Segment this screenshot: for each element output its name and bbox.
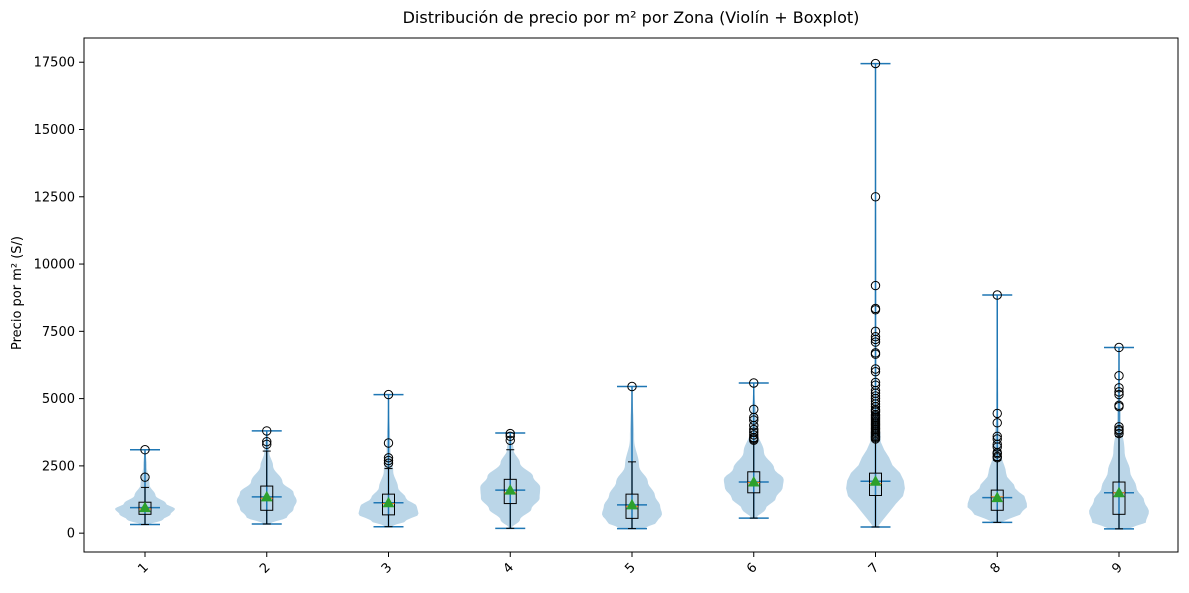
- y-tick-label: 10000: [34, 258, 75, 273]
- outlier-point: [627, 381, 637, 392]
- outlier-point: [1114, 400, 1124, 411]
- outlier-point: [383, 455, 394, 466]
- outlier-point: [870, 280, 881, 291]
- x-tick-label: 7: [866, 560, 882, 576]
- x-tick-label: 3: [379, 560, 395, 576]
- y-tick-label: 7500: [42, 325, 75, 340]
- outlier-point: [505, 435, 515, 446]
- box-iqr-4: [503, 478, 517, 505]
- outlier-point: [262, 439, 272, 450]
- plot-area: [115, 58, 1149, 530]
- x-tick-label: 6: [744, 560, 760, 576]
- box-iqr-8: [990, 489, 1004, 511]
- plot-frame: [83, 37, 1179, 553]
- axes: 0 2500 5000 7500 10000 12500 15000 17500 1 2 3 4 5 6 7…: [34, 37, 1179, 577]
- x-tick-label: 5: [622, 560, 638, 576]
- outlier-point: [383, 453, 394, 463]
- outlier-point: [870, 332, 881, 342]
- outlier-point: [992, 431, 1002, 441]
- outlier-point: [992, 290, 1002, 300]
- outlier-point: [262, 436, 272, 447]
- outlier-point: [870, 58, 881, 69]
- outlier-point: [870, 348, 881, 358]
- outlier-point: [992, 418, 1002, 428]
- y-tick-label: 12500: [34, 190, 75, 205]
- outlier-point: [870, 391, 881, 401]
- outlier-point: [383, 438, 394, 448]
- y-tick-label: 2500: [42, 459, 75, 474]
- outlier-point: [1114, 424, 1124, 435]
- x-tick-label: 9: [1109, 560, 1125, 576]
- outlier-point: [870, 337, 881, 347]
- outlier-point: [140, 445, 150, 455]
- mean-marker-8: [991, 491, 1004, 503]
- outlier-point: [505, 431, 515, 441]
- mean-marker-9: [1113, 486, 1125, 498]
- y-tick-label: 5000: [42, 392, 75, 407]
- outlier-point: [749, 430, 759, 440]
- outlier-point: [1114, 342, 1124, 353]
- outlier-point: [1114, 371, 1124, 381]
- box-iqr-7: [869, 472, 882, 496]
- outlier-point: [870, 303, 881, 314]
- mean-marker-4: [504, 484, 517, 495]
- mean-marker-7: [869, 475, 882, 486]
- outlier-point: [1114, 387, 1124, 397]
- outlier-point: [749, 424, 759, 435]
- outlier-point: [992, 408, 1002, 419]
- outlier-point: [383, 389, 394, 400]
- outlier-point: [870, 364, 881, 374]
- mean-marker-2: [260, 490, 273, 502]
- mean-marker-3: [382, 496, 395, 508]
- outlier-point: [749, 378, 759, 388]
- y-tick-label: 0: [67, 527, 75, 542]
- outlier-point: [749, 404, 759, 415]
- outlier-point: [1114, 389, 1124, 400]
- outlier-point: [870, 377, 881, 388]
- outlier-point: [1114, 422, 1124, 432]
- x-tick-label: 8: [988, 560, 1004, 576]
- x-tick-label: 4: [501, 560, 517, 576]
- outlier-point: [870, 366, 881, 377]
- y-tick-label: 17500: [34, 56, 75, 71]
- outlier-point: [1114, 428, 1124, 439]
- y-axis-label: Precio por m² (S/): [10, 236, 25, 350]
- chart-title: Distribución de precio por m² por Zona (…: [403, 8, 860, 27]
- outlier-point: [505, 428, 515, 439]
- mean-marker-5: [626, 498, 638, 510]
- y-tick-label: 15000: [34, 123, 75, 138]
- outlier-point: [870, 326, 881, 337]
- x-tick-label: 2: [257, 560, 273, 576]
- outlier-point: [992, 434, 1002, 444]
- outlier-point: [992, 451, 1002, 462]
- outlier-point: [140, 472, 150, 482]
- outlier-point: [262, 426, 272, 436]
- box-iqr-9: [1112, 481, 1126, 515]
- outlier-point: [870, 380, 881, 390]
- outlier-point: [749, 427, 759, 437]
- outlier-point: [383, 458, 394, 468]
- mean-marker-6: [747, 476, 760, 487]
- outlier-point: [749, 415, 759, 425]
- box-iqr-3: [382, 493, 395, 516]
- mean-marker-1: [139, 501, 151, 513]
- outlier-point: [870, 192, 881, 202]
- x-tick-label: 1: [135, 560, 151, 576]
- outlier-point: [1114, 383, 1124, 393]
